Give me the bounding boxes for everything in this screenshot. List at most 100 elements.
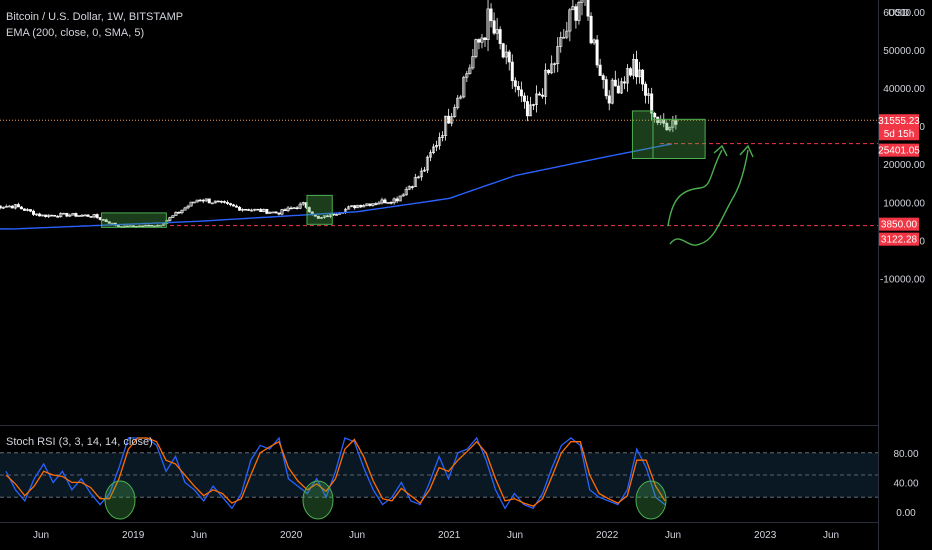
ema-line[interactable]	[0, 143, 673, 230]
candle-body	[374, 203, 378, 205]
currency-label: USD	[888, 8, 909, 19]
candle-body	[459, 96, 463, 99]
candle-body	[244, 208, 248, 211]
candle-body	[80, 214, 84, 217]
candle-body	[550, 63, 554, 74]
candle-body	[335, 214, 339, 216]
candle-body	[32, 210, 36, 215]
candle-body	[174, 212, 178, 216]
stoch-tick-label: 40.00	[893, 478, 918, 489]
last-price-label-countdown: 5d 15h	[884, 129, 915, 140]
stoch-tick-label: 80.00	[893, 449, 918, 460]
stoch-rsi-pane[interactable]	[0, 436, 878, 520]
stoch-series-k[interactable]	[5, 436, 666, 510]
candle-body	[404, 188, 408, 196]
candle-body	[210, 202, 214, 205]
candle-body	[68, 214, 72, 217]
candle-body	[480, 37, 484, 43]
candle-body	[95, 214, 99, 218]
candle-body	[89, 216, 93, 218]
candle-body	[368, 203, 372, 206]
candle-body	[16, 204, 20, 208]
candle-body	[589, 15, 593, 44]
candle-body	[504, 51, 508, 58]
support-price-label-bg	[879, 217, 919, 231]
candle-body	[183, 207, 187, 211]
candle-body	[653, 112, 657, 118]
ema-price-label: 25401.05	[878, 146, 920, 157]
candle-body	[580, 0, 584, 3]
candle-body	[519, 89, 523, 97]
candle-body	[595, 39, 599, 66]
candle-body	[613, 79, 617, 87]
time-tick-label: Jun	[823, 530, 839, 541]
candle-body	[53, 215, 57, 217]
candle-body	[74, 213, 78, 217]
candle-body	[544, 69, 548, 97]
oversold-circle	[302, 480, 334, 520]
candle-body	[571, 6, 575, 11]
highlight-box	[652, 118, 706, 159]
candle-body	[256, 208, 260, 211]
candle-body	[247, 209, 251, 211]
candle-body	[553, 63, 557, 65]
oversold-circle	[635, 480, 667, 520]
candle-body	[201, 199, 205, 202]
candle-body	[622, 81, 626, 84]
candle-body	[447, 115, 451, 124]
candle-body	[468, 67, 472, 74]
candle-body	[274, 211, 278, 214]
candle-body	[631, 59, 635, 76]
oversold-circle	[104, 480, 136, 520]
candle-body	[435, 145, 439, 148]
ema-value-label: 3122.28	[881, 235, 918, 246]
price-tick-label: 20000.00	[883, 160, 925, 171]
candle-body	[0, 205, 2, 209]
candle-body	[362, 205, 366, 208]
candle-body	[456, 97, 460, 108]
candle-body	[159, 224, 163, 227]
candle-body	[71, 213, 75, 216]
candle-body	[262, 208, 266, 213]
price-tick-label: 10000.00	[883, 198, 925, 209]
candles[interactable]	[0, 0, 678, 229]
candle-body	[207, 198, 211, 204]
candle-body	[98, 217, 102, 220]
candle-body	[389, 202, 393, 204]
candle-body	[501, 43, 505, 58]
candle-body	[665, 122, 669, 131]
candle-body	[610, 79, 614, 104]
candle-body	[38, 213, 42, 217]
candle-body	[259, 209, 263, 213]
stoch-series-d[interactable]	[5, 437, 666, 507]
candle-body	[522, 95, 526, 102]
candle-body	[516, 86, 520, 91]
candle-body	[280, 209, 284, 215]
ema-price-label-bg	[879, 143, 919, 157]
candle-body	[635, 59, 639, 78]
candle-body	[107, 221, 111, 224]
price-pane[interactable]	[0, 0, 878, 246]
candle-body	[195, 199, 199, 203]
candle-body	[295, 207, 299, 209]
candle-body	[250, 209, 254, 212]
highlight-box	[101, 212, 167, 228]
highlight-box	[631, 110, 654, 159]
candle-body	[25, 209, 29, 211]
candle-body	[265, 208, 269, 214]
candle-body	[325, 215, 329, 218]
candle-body	[241, 208, 245, 211]
candle-body	[225, 202, 229, 204]
candle-body	[438, 137, 442, 146]
candle-body	[425, 156, 429, 171]
candle-body	[607, 95, 611, 104]
candle-body	[568, 9, 572, 32]
candle-body	[407, 186, 411, 190]
candle-body	[453, 107, 457, 117]
candle-body	[383, 199, 387, 204]
candle-body	[380, 199, 384, 204]
projection-arrowhead	[739, 144, 754, 158]
time-tick-label: 2019	[122, 530, 145, 541]
